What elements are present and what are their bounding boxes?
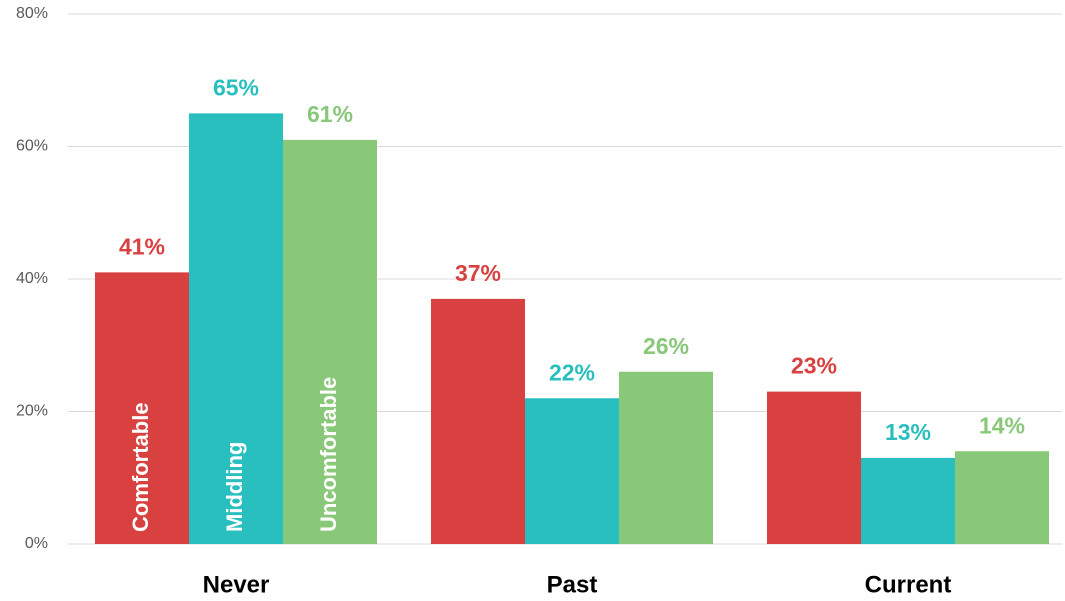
bar (95, 272, 189, 544)
value-label: 37% (455, 260, 501, 286)
bar (283, 139, 377, 544)
value-label: 14% (979, 412, 1025, 438)
value-label: 65% (213, 74, 259, 100)
bar (431, 298, 525, 544)
value-label: 22% (549, 359, 595, 385)
x-tick-label: Never (203, 571, 270, 598)
bar (619, 371, 713, 544)
x-tick-label: Past (547, 571, 598, 598)
y-tick-label: 0% (25, 535, 48, 552)
bar (955, 451, 1049, 544)
series-label: Uncomfortable (316, 377, 341, 532)
value-label: 23% (791, 353, 837, 379)
value-label: 13% (885, 419, 931, 445)
bar (189, 113, 283, 544)
y-tick-label: 40% (16, 270, 48, 287)
x-tick-label: Current (865, 571, 952, 598)
series-label: Middling (222, 442, 247, 532)
bar (525, 398, 619, 544)
y-tick-label: 80% (16, 5, 48, 22)
bar (861, 457, 955, 544)
bar (767, 391, 861, 544)
value-label: 61% (307, 101, 353, 127)
value-label: 26% (643, 333, 689, 359)
y-tick-label: 60% (16, 138, 48, 155)
y-tick-label: 20% (16, 403, 48, 420)
value-label: 41% (119, 233, 165, 259)
series-label: Comfortable (128, 402, 153, 532)
